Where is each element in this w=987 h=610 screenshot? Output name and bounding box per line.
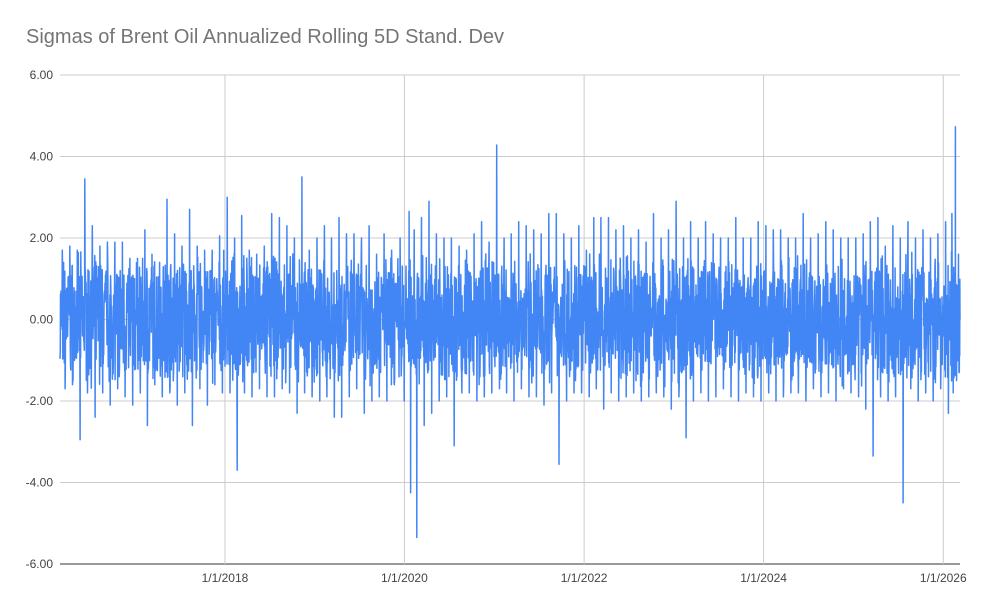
x-tick-label: 1/1/2018 <box>202 571 249 585</box>
x-tick-label: 1/1/2022 <box>561 571 608 585</box>
x-tick-label: 1/1/2020 <box>381 571 428 585</box>
x-tick-label: 1/1/2024 <box>740 571 787 585</box>
y-tick-label: -4.00 <box>26 476 54 490</box>
x-tick-label: 1/1/2026 <box>920 571 967 585</box>
chart-title: Sigmas of Brent Oil Annualized Rolling 5… <box>26 26 505 48</box>
y-tick-label: 4.00 <box>30 150 54 164</box>
y-tick-label: 6.00 <box>30 68 54 82</box>
x-axis-tick-labels: 1/1/2018 1/1/2020 1/1/2022 1/1/2024 1/1/2026 <box>202 571 967 585</box>
y-tick-label: 2.00 <box>30 231 54 245</box>
y-tick-label: -6.00 <box>26 557 54 571</box>
y-tick-label: 0.00 <box>30 313 54 327</box>
series-line <box>59 126 961 539</box>
y-tick-label: -2.00 <box>26 394 54 408</box>
y-axis-tick-labels: 6.00 4.00 2.00 0.00 -2.00 -4.00 -6.00 <box>26 68 54 571</box>
